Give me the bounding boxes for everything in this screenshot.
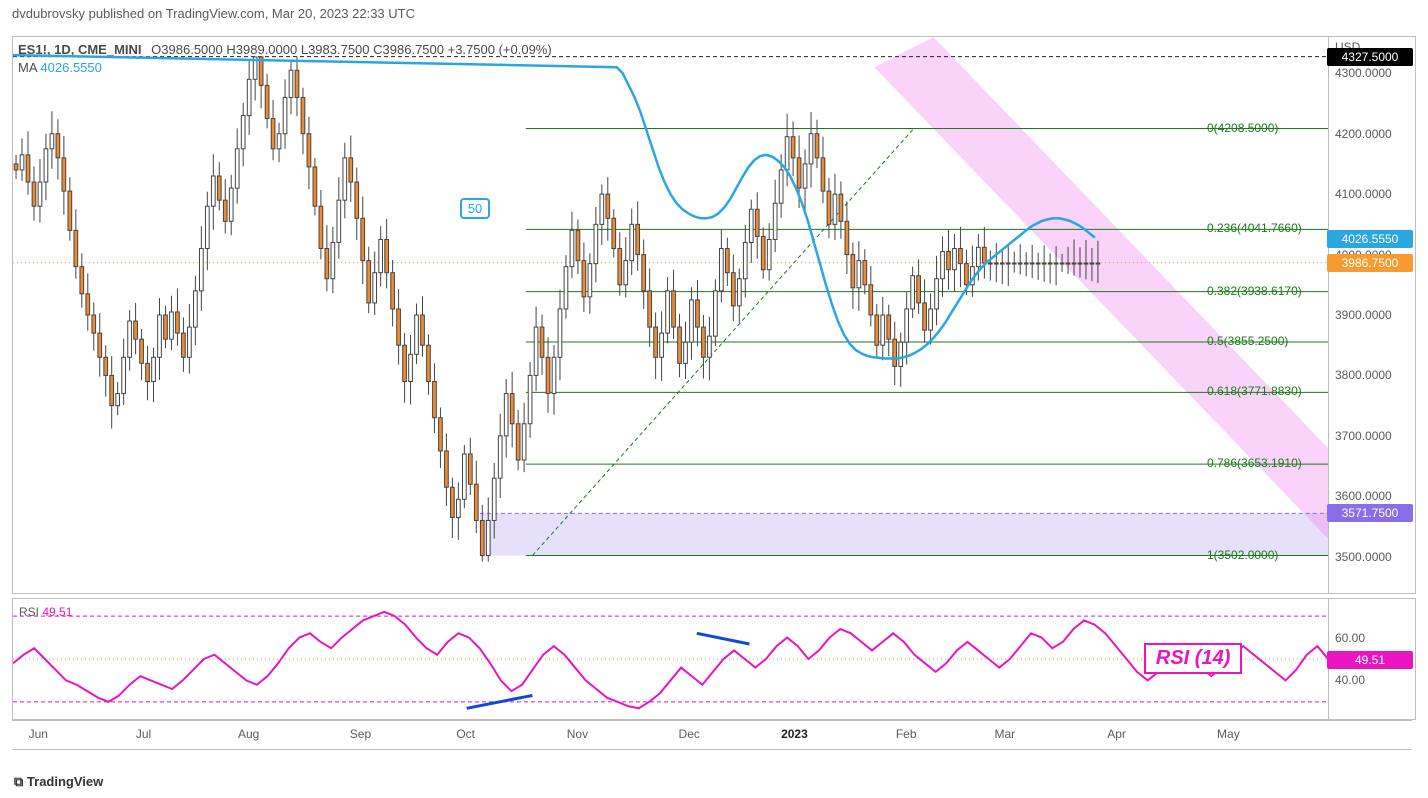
publish-header: dvdubrovsky published on TradingView.com… — [12, 6, 415, 21]
time-tick: May — [1217, 727, 1240, 741]
rsi-tag: 49.51 — [1327, 651, 1413, 669]
fib-label: 0(4208.5000) — [1207, 121, 1278, 135]
price-tag: 4327.5000 — [1327, 48, 1413, 66]
rsi-legend: RSI 49.51 — [19, 605, 72, 619]
fib-label: 0.382(3938.6170) — [1207, 284, 1302, 298]
ma-period-badge: 50 — [460, 198, 490, 219]
fib-label: 0.236(4041.7660) — [1207, 221, 1302, 235]
time-tick: Sep — [350, 727, 371, 741]
price-tick: 4100.0000 — [1335, 187, 1392, 201]
rsi-tick: 60.00 — [1335, 631, 1365, 645]
fib-label: 0.5(3855.2500) — [1207, 334, 1288, 348]
time-tick: Dec — [679, 727, 700, 741]
fib-label: 1(3502.0000) — [1207, 548, 1278, 562]
price-tick: 3900.0000 — [1335, 308, 1392, 322]
price-tick: 4300.0000 — [1335, 66, 1392, 80]
price-chart-pane[interactable]: 50 — [12, 36, 1329, 594]
time-tick: Jun — [29, 727, 48, 741]
price-tag: 4026.5550 — [1327, 230, 1413, 248]
price-tick: 3600.0000 — [1335, 489, 1392, 503]
price-tick: 3700.0000 — [1335, 429, 1392, 443]
time-tick: Apr — [1107, 727, 1126, 741]
time-tick: Nov — [567, 727, 588, 741]
price-tick: 4200.0000 — [1335, 127, 1392, 141]
time-tick: Aug — [238, 727, 259, 741]
rsi-badge: RSI (14) — [1144, 643, 1242, 674]
price-tag: 3986.7500 — [1327, 254, 1413, 272]
time-tick: 2023 — [781, 727, 808, 741]
price-tick: 3800.0000 — [1335, 368, 1392, 382]
rsi-tick: 40.00 — [1335, 673, 1365, 687]
time-tick: Jul — [136, 727, 151, 741]
fib-label: 0.618(3771.8830) — [1207, 384, 1302, 398]
time-tick: Feb — [896, 727, 917, 741]
time-axis[interactable]: Jun Jul Aug Sep Oct Nov Dec 2023 Feb Mar Apr May — [12, 720, 1412, 750]
rsi-pane[interactable]: RSI 49.51 RSI (14) — [12, 598, 1329, 720]
time-tick: Mar — [994, 727, 1015, 741]
rsi-axis[interactable]: 60.00 40.00 49.51 — [1327, 598, 1416, 720]
price-tag: 3571.7500 — [1327, 504, 1413, 522]
price-axis[interactable]: USD 4300.00004200.00004100.00004000.0000… — [1327, 36, 1416, 594]
price-tick: 3500.0000 — [1335, 550, 1392, 564]
tradingview-logo: ⧉ TradingView — [14, 774, 103, 790]
time-tick: Oct — [456, 727, 475, 741]
fib-label: 0.786(3653.1910) — [1207, 456, 1302, 470]
